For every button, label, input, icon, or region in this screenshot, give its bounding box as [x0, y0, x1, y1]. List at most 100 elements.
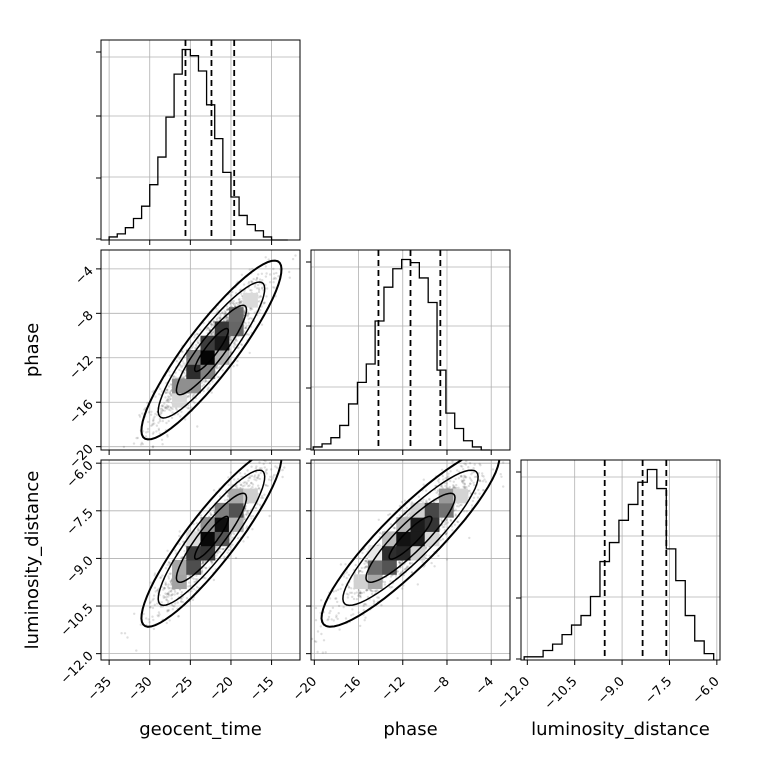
sample-point: [133, 612, 136, 615]
sample-point: [152, 417, 155, 420]
sample-point: [444, 533, 448, 536]
sample-point: [272, 277, 275, 281]
sample-point: [410, 562, 414, 565]
sample-point: [255, 465, 258, 468]
sample-point: [212, 489, 216, 492]
sample-point: [167, 577, 171, 580]
sample-point: [311, 637, 314, 641]
sample-point: [440, 468, 444, 471]
sample-point: [187, 529, 191, 532]
sample-point: [430, 561, 433, 565]
sample-point: [459, 504, 462, 507]
sample-point: [288, 276, 291, 279]
sample-point: [185, 597, 189, 600]
sample-point: [408, 562, 412, 565]
sample-point: [182, 375, 185, 379]
sample-point: [334, 597, 337, 600]
sample-point: [460, 503, 463, 507]
sample-point: [190, 346, 193, 350]
sample-point: [258, 503, 262, 507]
y-tick-label: −16: [67, 397, 97, 427]
sample-point: [206, 326, 209, 330]
panel-border: [520, 459, 721, 661]
sample-point: [173, 590, 177, 593]
sample-point: [258, 461, 261, 464]
sample-point: [162, 595, 165, 598]
sample-point: [331, 606, 335, 609]
sample-point: [465, 510, 468, 513]
sample-point: [235, 301, 239, 305]
sample-point: [457, 477, 460, 480]
sample-point: [447, 475, 450, 478]
sample-point: [336, 600, 339, 604]
sample-point: [247, 312, 251, 315]
sample-point: [235, 484, 238, 487]
sample-point: [263, 493, 266, 496]
sample-point: [178, 534, 181, 538]
sample-point: [160, 411, 163, 415]
sample-point: [258, 288, 261, 292]
sample-point: [272, 286, 275, 289]
sample-point: [188, 393, 192, 396]
sample-point: [389, 586, 392, 589]
sample-point: [445, 518, 449, 521]
sample-point: [169, 409, 172, 412]
sample-point: [265, 272, 268, 275]
sample-point: [151, 446, 155, 449]
sample-point: [335, 597, 338, 600]
sample-point: [405, 506, 408, 510]
sample-point: [434, 484, 437, 488]
sample-point: [260, 495, 264, 498]
sample-point: [499, 473, 502, 476]
sample-point: [276, 452, 278, 454]
sample-point: [470, 479, 473, 482]
sample-point: [175, 360, 179, 363]
sample-point: [257, 474, 260, 478]
sample-point: [166, 391, 169, 394]
sample-point: [347, 586, 351, 589]
sample-point: [339, 587, 342, 590]
sample-point: [240, 343, 243, 347]
sample-point: [471, 499, 475, 503]
sample-point: [463, 510, 466, 513]
sample-point: [204, 577, 207, 580]
sample-point: [202, 383, 206, 386]
sample-point: [166, 592, 170, 595]
sample-point: [234, 556, 238, 560]
sample-point: [211, 330, 215, 334]
sample-point: [376, 596, 379, 599]
sample-point: [169, 390, 172, 393]
sample-point: [267, 478, 271, 481]
density-cell: [200, 350, 216, 365]
sample-point: [327, 617, 330, 621]
density-cell: [353, 574, 369, 590]
sample-point: [265, 468, 269, 471]
x-tick-label: −12.0: [494, 674, 533, 713]
sample-point: [236, 486, 239, 490]
sample-point: [281, 475, 284, 479]
sample-point: [179, 364, 182, 367]
sample-point: [160, 407, 164, 410]
sample-point: [178, 543, 181, 546]
sample-point: [224, 311, 227, 314]
sample-point: [336, 617, 339, 621]
sample-point: [259, 295, 262, 298]
sample-point: [269, 440, 271, 442]
sample-point: [439, 539, 442, 542]
sample-point: [444, 477, 447, 480]
sample-point: [209, 560, 212, 563]
sample-point: [474, 434, 476, 436]
sample-point: [144, 435, 148, 438]
density-cell: [243, 292, 258, 308]
sample-point: [437, 554, 440, 557]
sample-point: [342, 606, 345, 609]
sample-point: [272, 267, 275, 271]
y-tick-label: −8: [72, 308, 96, 332]
sample-point: [239, 301, 242, 304]
sample-point: [369, 589, 372, 592]
sample-point: [210, 323, 213, 326]
sample-point: [396, 570, 399, 573]
sample-point: [172, 375, 176, 378]
sample-point: [484, 480, 488, 483]
sample-point: [445, 531, 448, 535]
